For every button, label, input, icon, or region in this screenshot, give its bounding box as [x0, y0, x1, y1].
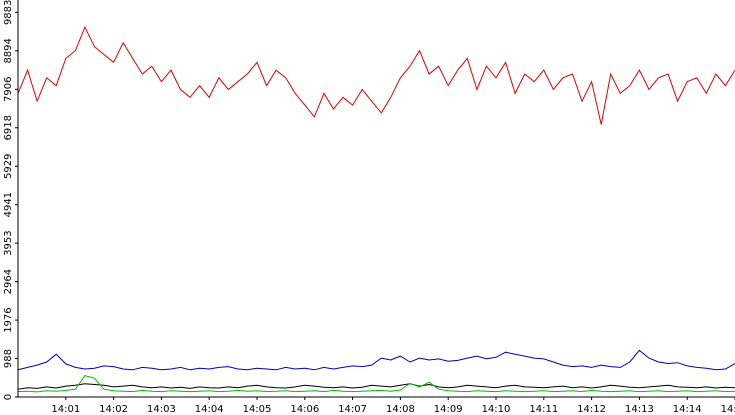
- x-tick-label: 14:11: [529, 404, 558, 415]
- y-tick-label: 5929: [3, 154, 14, 179]
- x-tick-label: 14:12: [577, 404, 606, 415]
- x-tick-label: 14:06: [290, 404, 319, 415]
- x-tick-label: 14:04: [195, 404, 224, 415]
- y-tick-label: 4941: [3, 192, 14, 217]
- series-line: [18, 375, 735, 393]
- x-tick-label: 14:09: [434, 404, 463, 415]
- plot-area: [18, 25, 735, 393]
- x-tick-label: 14:15: [721, 404, 735, 415]
- x-tick-label: 14:08: [386, 404, 415, 415]
- x-tick-label: 14:02: [99, 404, 128, 415]
- y-tick-label: 988: [3, 349, 14, 368]
- series-line: [18, 383, 735, 390]
- y-tick-label: 0: [3, 394, 14, 400]
- x-tick-label: 14:14: [673, 404, 702, 415]
- x-tick-label: 14:10: [482, 404, 511, 415]
- y-tick-label: 3953: [3, 230, 14, 255]
- series-line: [18, 25, 735, 125]
- y-tick-label: 7906: [3, 77, 14, 102]
- y-tick-label: 8894: [3, 38, 14, 63]
- series-line: [18, 349, 735, 371]
- y-tick-label: 1976: [3, 307, 14, 332]
- y-tick-label: 9883: [3, 0, 14, 25]
- x-tick-label: 14:05: [243, 404, 272, 415]
- x-tick-label: 14:01: [51, 404, 80, 415]
- y-tick-label: 2964: [3, 269, 14, 294]
- x-tick-label: 14:07: [338, 404, 367, 415]
- x-tick-label: 14:03: [147, 404, 176, 415]
- x-tick-label: 14:13: [625, 404, 654, 415]
- y-tick-label: 6918: [3, 115, 14, 140]
